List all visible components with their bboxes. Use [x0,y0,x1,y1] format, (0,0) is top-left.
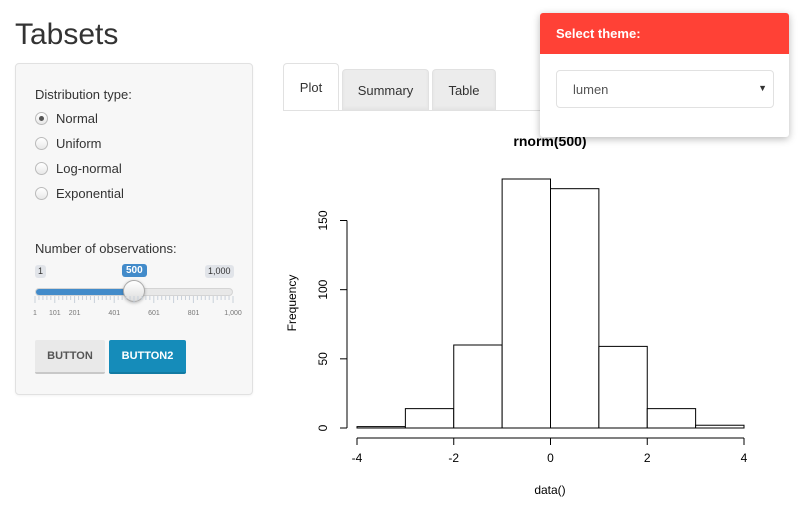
tab-divider [283,110,613,111]
y-tick-label: 0 [316,424,330,431]
slider-min-label: 1 [35,265,47,278]
radio-exponential[interactable]: Exponential [35,184,124,202]
x-tick-label: -2 [448,451,459,465]
slider-tick-label: 801 [188,310,200,317]
histogram-bar [695,424,745,429]
slider-ticks: 1 101 201 401 601 801 1,000 [33,296,242,317]
y-tick-label: 100 [316,279,330,299]
x-tick-label: -4 [352,451,363,465]
radio-button-icon[interactable] [35,186,48,200]
distribution-type-label: Distribution type: [35,87,132,102]
theme-panel-header: Select theme: [540,13,789,54]
histogram-plot: rnorm(500) data() Frequency -4 -2 0 2 4 0 50 10… [285,133,748,497]
histogram-bar [598,345,648,429]
button2[interactable]: BUTTON2 [109,340,186,374]
radio-label: Normal [56,110,98,126]
x-tick-label: 2 [644,451,651,465]
slider-tick-label: 1 [33,310,37,317]
page-title: Tabsets [15,18,119,51]
histogram-bar [501,178,551,429]
radio-normal[interactable]: Normal [35,109,98,127]
slider-value-label: 500 [122,264,147,277]
x-tick-label: 0 [547,451,554,465]
slider-tick-label: 201 [69,310,81,317]
histogram-bar [404,408,455,429]
x-axis-label: data() [534,483,565,497]
y-tick-label: 50 [316,352,330,366]
y-tick-label: 150 [316,210,330,230]
radio-label: Exponential [56,185,124,201]
radio-log-normal[interactable]: Log-normal [35,159,122,177]
tab-plot[interactable]: Plot [283,63,339,111]
slider-tick-label: 601 [148,310,160,317]
radio-button-icon[interactable] [35,161,48,175]
radio-label: Log-normal [56,160,122,176]
histogram-bar [550,188,600,429]
tab-table[interactable]: Table [432,69,496,111]
slider-tick-label: 101 [49,310,61,317]
tab-summary[interactable]: Summary [342,69,429,111]
theme-select[interactable]: lumen ▼ [556,70,774,108]
histogram-bar [646,408,697,429]
y-axis-label: Frequency [285,275,299,332]
radio-label: Uniform [56,135,102,151]
slider-tick-label: 1,000 [224,310,242,317]
x-tick-label: 4 [741,451,748,465]
chart-title: rnorm(500) [513,133,586,149]
tabset: Plot Summary Table [283,63,613,111]
radio-button-icon[interactable] [35,136,48,150]
button[interactable]: BUTTON [35,340,105,374]
slider-tick-label: 401 [108,310,120,317]
sidebar-panel: Distribution type: Normal Uniform Log-no… [15,63,253,395]
radio-uniform[interactable]: Uniform [35,134,102,152]
theme-selector-panel: Select theme: lumen ▼ [540,13,789,137]
slider-max-label: 1,000 [205,265,234,278]
theme-select-value: lumen [573,81,609,97]
chevron-down-icon[interactable]: ▼ [758,83,767,93]
histogram-bar [453,344,503,429]
observations-label: Number of observations: [35,241,177,256]
histogram-bar [356,426,406,429]
slider-fill [36,289,135,295]
radio-button-icon[interactable] [35,111,48,125]
